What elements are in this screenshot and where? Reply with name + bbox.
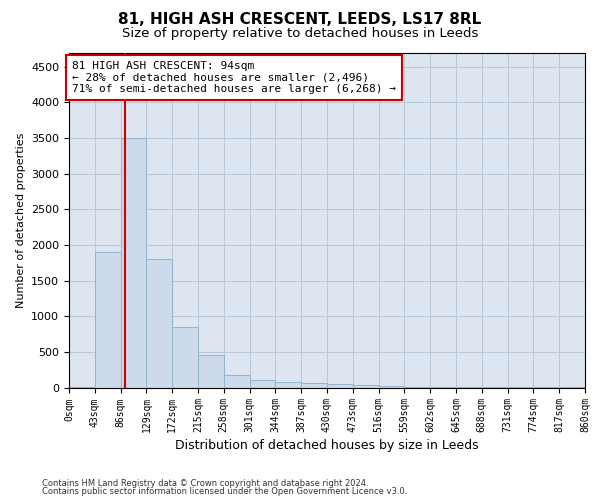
Bar bbox=[275, 382, 301, 388]
Text: 81, HIGH ASH CRESCENT, LEEDS, LS17 8RL: 81, HIGH ASH CRESCENT, LEEDS, LS17 8RL bbox=[118, 12, 482, 28]
Text: Size of property relative to detached houses in Leeds: Size of property relative to detached ho… bbox=[122, 28, 478, 40]
Bar bbox=[69, 387, 95, 388]
Bar bbox=[121, 138, 146, 388]
Bar bbox=[198, 356, 224, 388]
Bar bbox=[224, 375, 250, 388]
Text: Contains HM Land Registry data © Crown copyright and database right 2024.: Contains HM Land Registry data © Crown c… bbox=[42, 478, 368, 488]
Y-axis label: Number of detached properties: Number of detached properties bbox=[16, 132, 26, 308]
X-axis label: Distribution of detached houses by size in Leeds: Distribution of detached houses by size … bbox=[175, 440, 479, 452]
Text: Contains public sector information licensed under the Open Government Licence v3: Contains public sector information licen… bbox=[42, 487, 407, 496]
Bar bbox=[404, 387, 430, 388]
Bar bbox=[353, 384, 379, 388]
Bar bbox=[146, 259, 172, 388]
Bar bbox=[250, 380, 275, 388]
Bar bbox=[379, 386, 404, 388]
Bar bbox=[301, 383, 327, 388]
Text: 81 HIGH ASH CRESCENT: 94sqm
← 28% of detached houses are smaller (2,496)
71% of : 81 HIGH ASH CRESCENT: 94sqm ← 28% of det… bbox=[72, 61, 396, 94]
Bar bbox=[172, 327, 198, 388]
Bar bbox=[95, 252, 121, 388]
Bar bbox=[327, 384, 353, 388]
